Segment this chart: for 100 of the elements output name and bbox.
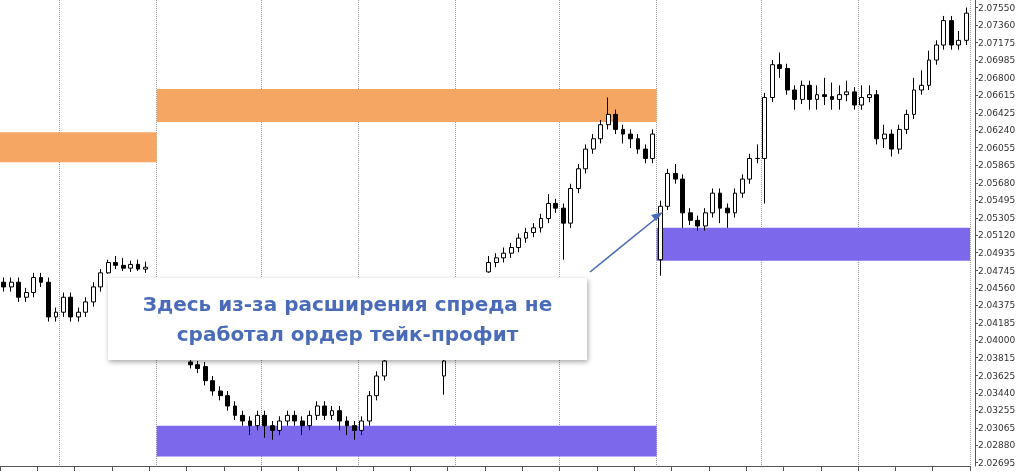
candlestick: [248, 415, 252, 436]
candlestick: [919, 69, 924, 96]
candlestick: [240, 410, 245, 427]
candlestick: [136, 259, 140, 272]
candlestick: [83, 296, 88, 318]
candlestick: [61, 292, 66, 318]
candlestick: [844, 80, 849, 102]
candlestick: [486, 255, 491, 274]
candlestick: [792, 84, 797, 111]
y-tick-label: 2.04935: [978, 247, 1016, 258]
candlestick: [680, 173, 685, 229]
candlestick: [285, 410, 290, 427]
candlestick: [897, 124, 902, 155]
candlestick: [374, 370, 379, 401]
candlestick: [128, 260, 133, 273]
candlestick: [76, 307, 81, 323]
candlestick: [695, 215, 700, 232]
candlestick: [24, 287, 29, 303]
candlestick: [277, 415, 282, 436]
candlestick: [218, 385, 223, 401]
candlestick: [621, 124, 625, 144]
candlestick: [143, 261, 148, 274]
candlestick: [516, 232, 521, 253]
y-tick-label: 2.07550: [978, 2, 1016, 13]
candlestick: [54, 307, 58, 323]
candlestick: [494, 252, 499, 268]
candlestick: [949, 15, 954, 51]
candlestick: [292, 410, 297, 427]
candlestick: [330, 405, 334, 421]
candlestick: [561, 202, 566, 261]
candlestick: [904, 109, 909, 135]
candlestick: [658, 200, 663, 277]
y-tick-label: 2.05120: [978, 230, 1016, 241]
y-tick-label: 2.03625: [978, 370, 1016, 381]
candlestick: [956, 30, 961, 51]
candlestick: [934, 39, 939, 66]
candlestick: [568, 183, 573, 229]
candlestick: [553, 198, 558, 214]
candlestick: [867, 84, 872, 103]
candlestick: [718, 187, 722, 224]
y-tick-label: 2.04375: [978, 300, 1016, 311]
candlestick: [382, 357, 387, 382]
candlestick: [598, 119, 603, 144]
candlestick: [777, 52, 782, 79]
candlestick: [941, 15, 946, 51]
candlestick: [46, 277, 51, 323]
candlestick: [68, 292, 73, 323]
y-tick-label: 2.06240: [978, 125, 1016, 136]
y-tick-label: 2.05680: [978, 177, 1016, 188]
candlestick: [106, 259, 111, 275]
candlestick: [113, 255, 118, 270]
candlestick: [322, 400, 327, 421]
y-tick-label: 2.03440: [978, 387, 1016, 398]
candlestick: [509, 242, 514, 259]
candlestick: [98, 268, 103, 293]
candlestick: [606, 97, 611, 130]
candlestick: [673, 163, 678, 185]
y-tick-label: 2.05495: [978, 195, 1016, 206]
candlestick: [121, 257, 126, 272]
candlestick: [225, 390, 230, 412]
candlestick: [591, 133, 596, 155]
candlestick: [255, 410, 260, 431]
y-tick-label: 2.06800: [978, 72, 1016, 83]
candlestick: [359, 415, 364, 436]
candlestick: [16, 277, 21, 303]
candlestick: [747, 153, 752, 185]
candlestick: [539, 213, 543, 234]
candlestick: [345, 415, 349, 436]
candlestick: [665, 168, 670, 211]
candlestick: [755, 143, 760, 164]
callout-box: Здесь из-за расширения спреда не сработал ордер тейк-профит: [108, 278, 587, 360]
candlestick: [233, 400, 237, 421]
y-tick-label: 2.02880: [978, 440, 1016, 451]
candlestick: [889, 128, 894, 158]
y-tick-label: 2.02695: [978, 457, 1016, 468]
candlestick: [830, 82, 834, 111]
y-tick-label: 2.07175: [978, 37, 1016, 48]
y-tick-label: 2.05305: [978, 213, 1016, 223]
candlestick: [315, 400, 320, 421]
candlestick: [762, 92, 767, 204]
candlestick: [9, 277, 14, 293]
candlestick: [815, 84, 819, 111]
candlestick: [852, 86, 857, 111]
candlestick: [613, 109, 618, 135]
candlestick: [367, 390, 372, 427]
candlestick: [710, 187, 715, 219]
candlestick: [643, 143, 648, 164]
candlestick: [740, 173, 745, 199]
y-tick-label: 2.07360: [978, 20, 1016, 31]
candlestick: [882, 124, 887, 149]
candlestick: [927, 50, 931, 91]
candlestick: [203, 361, 208, 386]
candlestick: [837, 84, 842, 111]
candlestick: [31, 272, 36, 298]
candlestick: [501, 247, 506, 264]
candlestick: [807, 80, 812, 111]
candlestick: [39, 272, 43, 288]
candlestick: [874, 89, 879, 145]
candlestick: [688, 207, 693, 226]
candlestick: [822, 77, 827, 106]
